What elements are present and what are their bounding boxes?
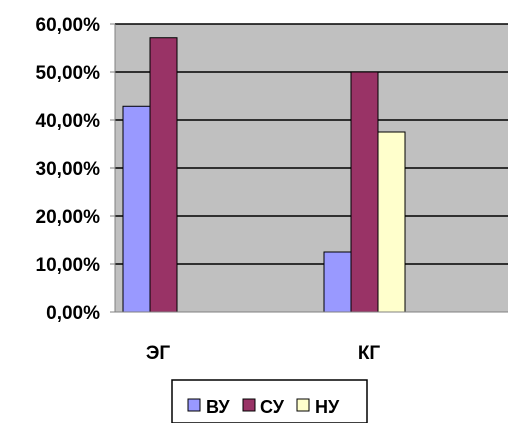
y-tick-label: 30,00% (36, 159, 101, 180)
legend-swatch-НУ (296, 398, 310, 412)
bar-ВУ-ЭГ (122, 105, 151, 313)
y-axis-ticks: 0,00% 10,00% 20,00% 30,00% 40,00% 50,00% 60,00… (36, 15, 115, 324)
bar-ВУ-КГ (323, 251, 352, 313)
bar-СУ-ЭГ (149, 37, 178, 313)
y-tick-label: 60,00% (36, 15, 101, 36)
x-category-label: ЭГ (146, 343, 171, 364)
legend-label-НУ: НУ (315, 397, 340, 417)
y-tick-label: 10,00% (36, 255, 101, 276)
bar-НУ-КГ (377, 131, 406, 313)
y-tick-label: 0,00% (46, 303, 100, 324)
legend-swatch-СУ (242, 398, 256, 412)
gridlines (115, 23, 508, 265)
legend: ВУ СУ НУ (171, 379, 368, 423)
legend-label-СУ: СУ (260, 397, 285, 417)
y-tick-label: 50,00% (36, 63, 101, 84)
y-tick-label: 20,00% (36, 207, 101, 228)
bars (122, 37, 406, 313)
legend-label-ВУ: ВУ (206, 397, 230, 417)
x-category-label: КГ (358, 343, 381, 364)
x-axis-labels: ЭГ КГ (146, 343, 381, 364)
legend-box (171, 379, 368, 423)
bar-СУ-КГ (350, 71, 379, 313)
y-tick-label: 40,00% (36, 111, 101, 132)
legend-swatch-ВУ (187, 398, 201, 412)
